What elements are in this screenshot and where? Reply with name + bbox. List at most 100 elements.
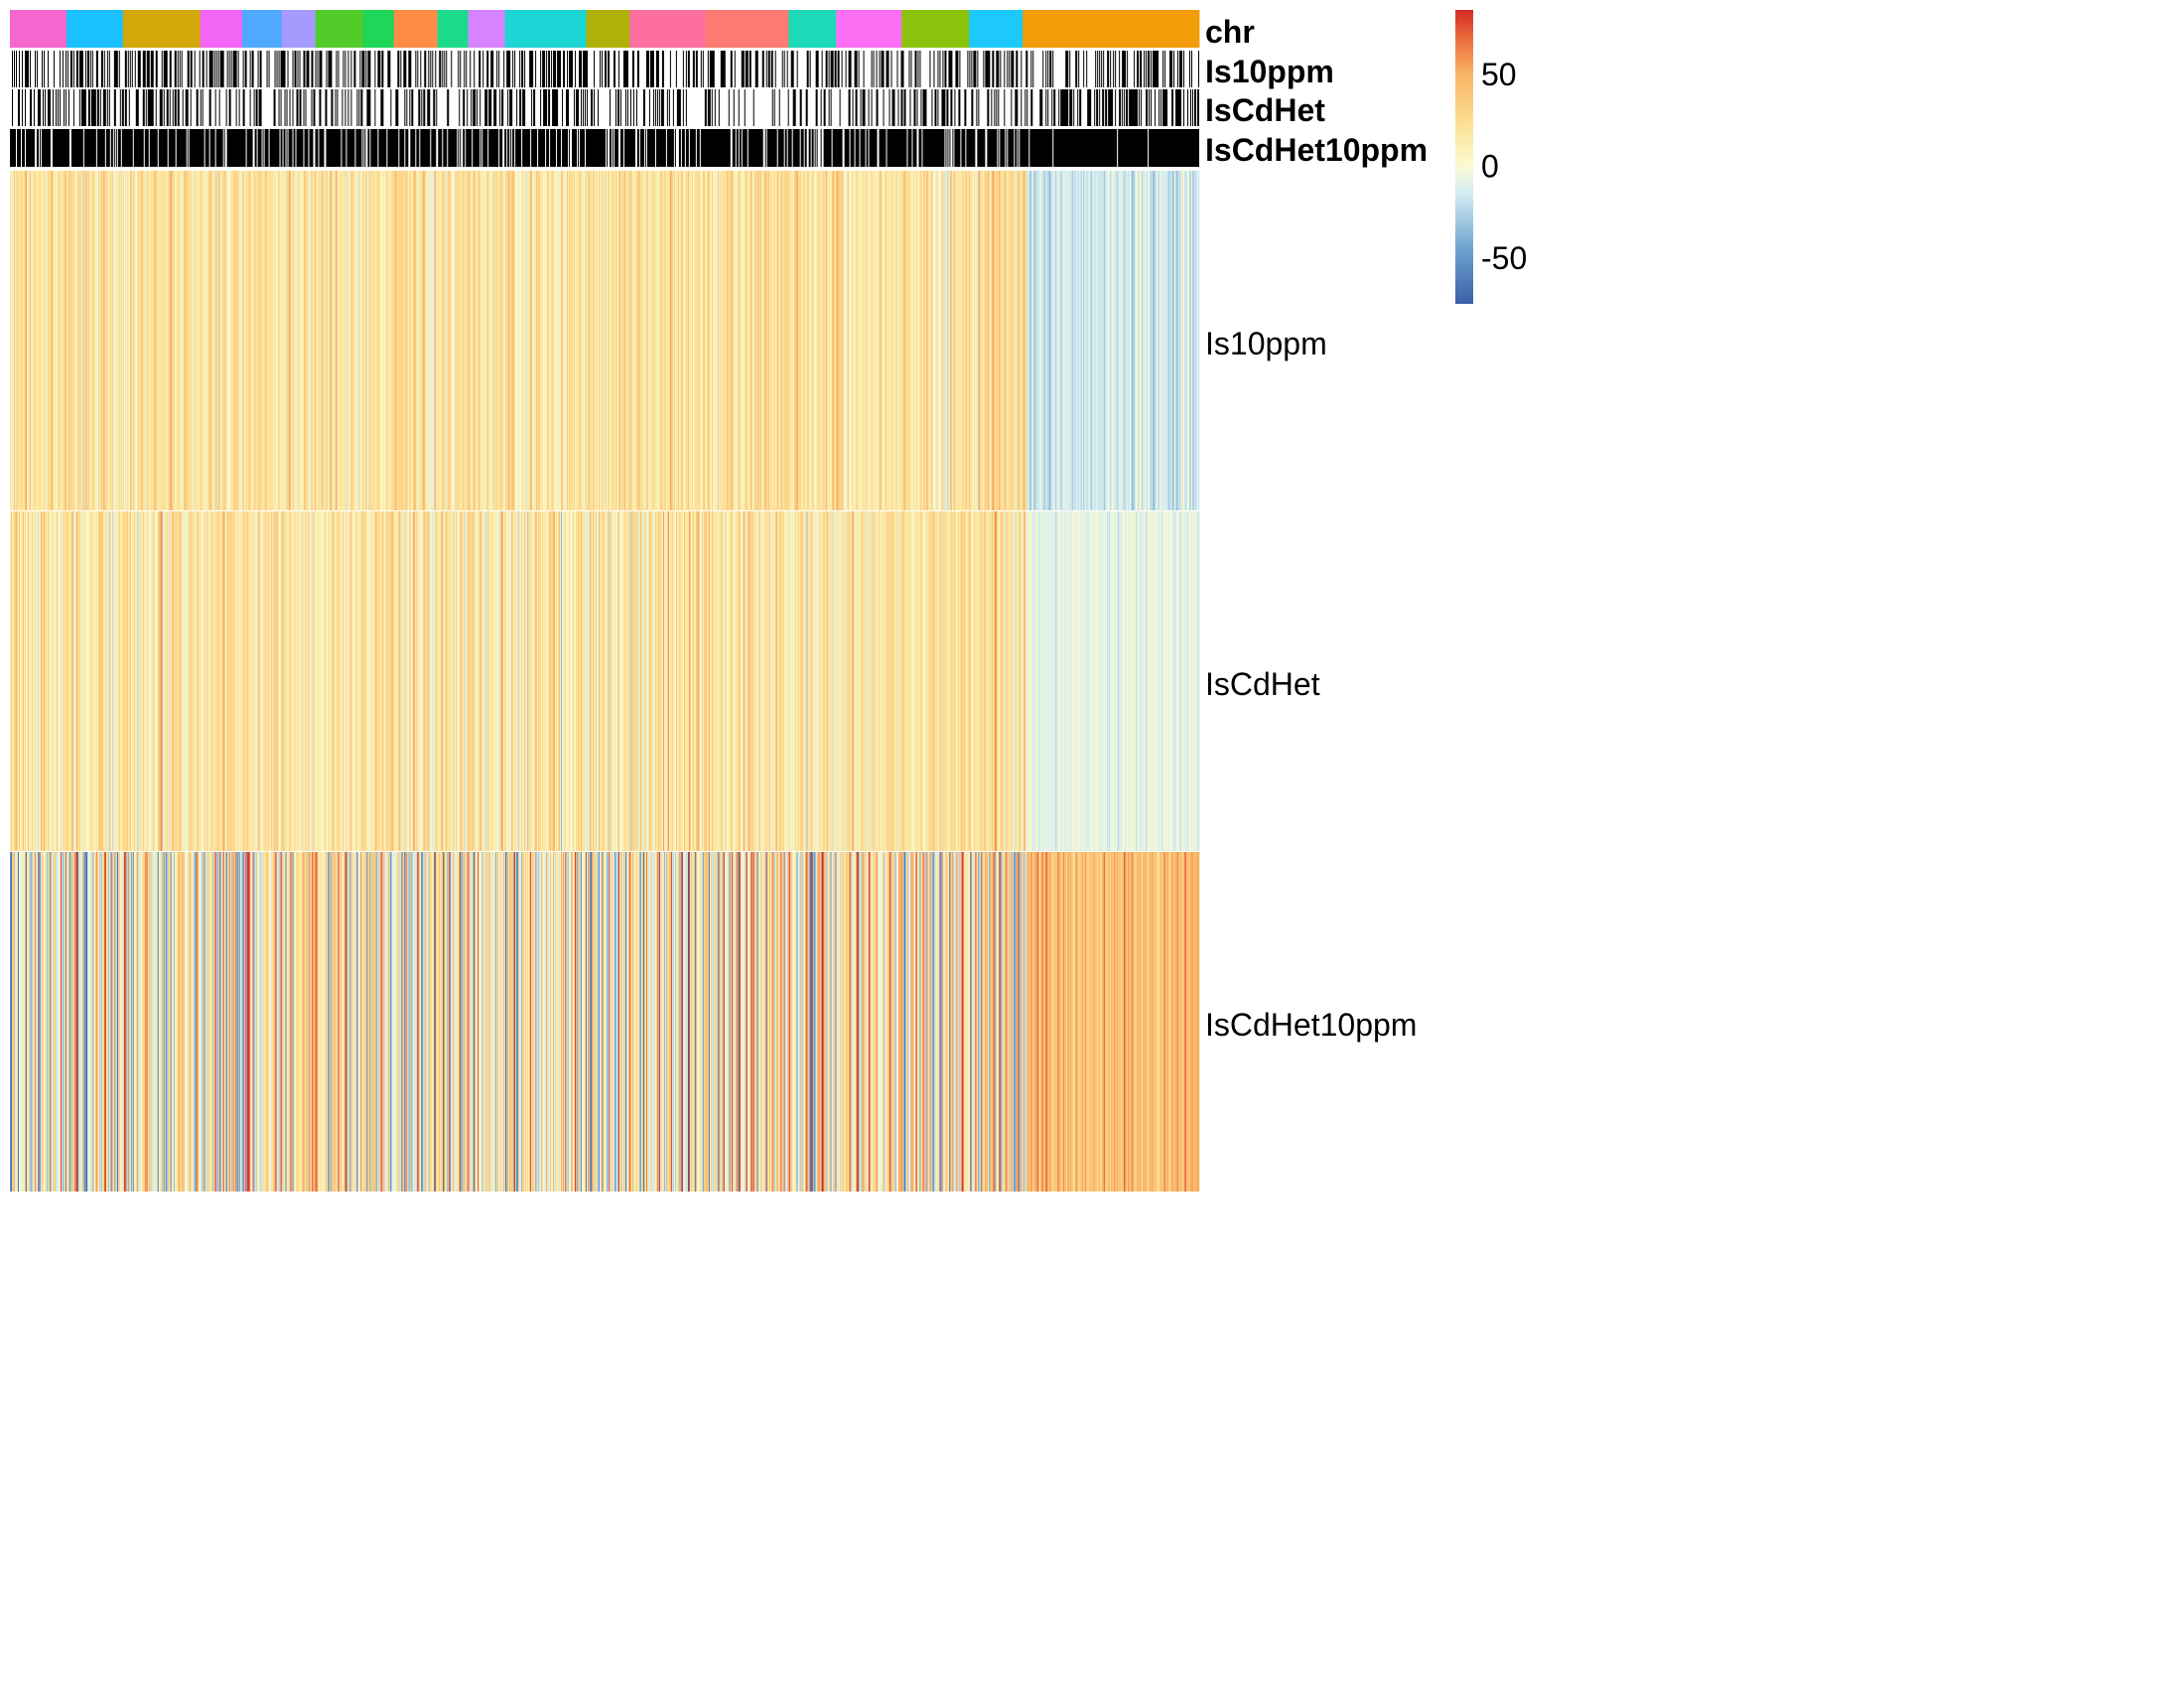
annotation-mark-IsCdHet — [1077, 89, 1079, 126]
heatmap-cell — [411, 511, 413, 851]
heatmap-cell — [720, 171, 723, 510]
heatmap-cell — [912, 852, 914, 1192]
heatmap-cell — [27, 852, 30, 1192]
heatmap-cell — [939, 171, 941, 510]
heatmap-cell — [342, 852, 344, 1192]
annotation-mark-IsCdHet — [418, 89, 421, 126]
heatmap-cell — [835, 511, 837, 851]
heatmap-cell — [639, 511, 642, 851]
heatmap-cell — [231, 511, 233, 851]
heatmap-cell — [923, 171, 925, 510]
annotation-mark-IsCdHet — [642, 89, 645, 126]
heatmap-cell — [1025, 852, 1027, 1192]
heatmap-cell — [458, 171, 460, 510]
heatmap-cell — [818, 852, 820, 1192]
annotation-mark-IsCdHet — [493, 89, 497, 126]
heatmap-cell — [315, 511, 317, 851]
heatmap-cell — [754, 852, 757, 1192]
heatmap-cell — [10, 852, 12, 1192]
heatmap-cell — [966, 852, 968, 1192]
annotation-mark-IsCdHet — [1011, 89, 1013, 126]
heatmap-cell — [769, 511, 772, 851]
heatmap-cell — [573, 511, 575, 851]
annotation-mark-Is10ppm — [439, 51, 442, 87]
color-legend: 500-50 — [1455, 10, 1527, 304]
heatmap-cell — [23, 171, 26, 510]
heatmap-cell — [865, 171, 867, 510]
heatmap-cell — [201, 511, 204, 851]
heatmap-cell — [751, 171, 753, 510]
heatmap-cell — [679, 171, 682, 510]
heatmap-cell — [1025, 171, 1027, 510]
heatmap-cell — [588, 852, 590, 1192]
heatmap-cell — [430, 171, 432, 510]
heatmap-cell — [902, 511, 904, 851]
annotation-mark-Is10ppm — [1144, 51, 1146, 87]
heatmap-cell — [490, 171, 492, 510]
heatmap-cell — [241, 171, 243, 510]
heatmap-cell — [1144, 852, 1146, 1192]
heatmap-cell — [135, 171, 138, 510]
heatmap-cell — [481, 852, 483, 1192]
heatmap-cell — [106, 852, 109, 1192]
annotation-mark-IsCdHet — [427, 89, 431, 126]
heatmap-cell — [558, 852, 560, 1192]
annotation-mark-IsCdHet10ppm — [410, 129, 416, 167]
heatmap-cell — [831, 511, 833, 851]
annotation-mark-IsCdHet — [337, 89, 339, 126]
heatmap-cell — [849, 852, 851, 1192]
heatmap-cell — [1041, 171, 1043, 510]
heatmap-cell — [361, 171, 363, 510]
heatmap-cell — [1157, 852, 1159, 1192]
heatmap-cell — [608, 171, 611, 510]
heatmap-cell — [1137, 171, 1139, 510]
heatmap-cell — [197, 852, 200, 1192]
heatmap-cell — [209, 171, 212, 510]
heatmap-cell — [203, 511, 205, 851]
heatmap-cell — [1162, 171, 1164, 510]
heatmap-cell — [1080, 511, 1082, 851]
heatmap-cell — [888, 511, 890, 851]
heatmap-cell — [569, 852, 571, 1192]
heatmap-cell — [97, 511, 100, 851]
annotation-mark-Is10ppm — [1115, 51, 1117, 87]
heatmap-cell — [707, 852, 710, 1192]
heatmap-cell — [296, 171, 298, 510]
heatmap-cell — [424, 852, 426, 1192]
heatmap-cell — [434, 171, 436, 510]
heatmap-cell — [591, 852, 593, 1192]
heatmap-cell — [1044, 852, 1046, 1192]
heatmap-cell — [712, 852, 715, 1192]
annotation-mark-IsCdHet — [682, 89, 684, 126]
heatmap-cell — [507, 171, 509, 510]
heatmap-cell — [1101, 852, 1103, 1192]
heatmap-cell — [827, 171, 829, 510]
heatmap-cell — [878, 852, 880, 1192]
heatmap-cell — [948, 171, 950, 510]
heatmap-cell — [1171, 511, 1173, 851]
heatmap-cell — [622, 511, 625, 851]
heatmap-cell — [946, 511, 948, 851]
heatmap-cell — [854, 511, 856, 851]
heatmap-cell — [698, 852, 701, 1192]
heatmap-cell — [685, 171, 688, 510]
heatmap-cell — [278, 171, 280, 510]
heatmap-cell — [305, 511, 307, 851]
heatmap-cell — [181, 511, 184, 851]
heatmap-cell — [185, 171, 188, 510]
heatmap-cell — [602, 171, 604, 510]
heatmap-cell — [685, 852, 688, 1192]
chr-segment-13 — [586, 10, 630, 48]
heatmap-cell — [303, 511, 305, 851]
heatmap-cell — [743, 511, 746, 851]
heatmap-cell — [95, 171, 98, 510]
heatmap-cell — [480, 852, 482, 1192]
heatmap-cell — [1190, 171, 1192, 510]
annotation-mark-Is10ppm — [1153, 51, 1160, 87]
annotation-mark-IsCdHet — [916, 89, 918, 126]
heatmap-cell — [536, 511, 538, 851]
heatmap-cell — [878, 511, 880, 851]
heatmap-cell — [174, 171, 177, 510]
heatmap-cell — [469, 171, 471, 510]
heatmap-cell — [455, 852, 457, 1192]
